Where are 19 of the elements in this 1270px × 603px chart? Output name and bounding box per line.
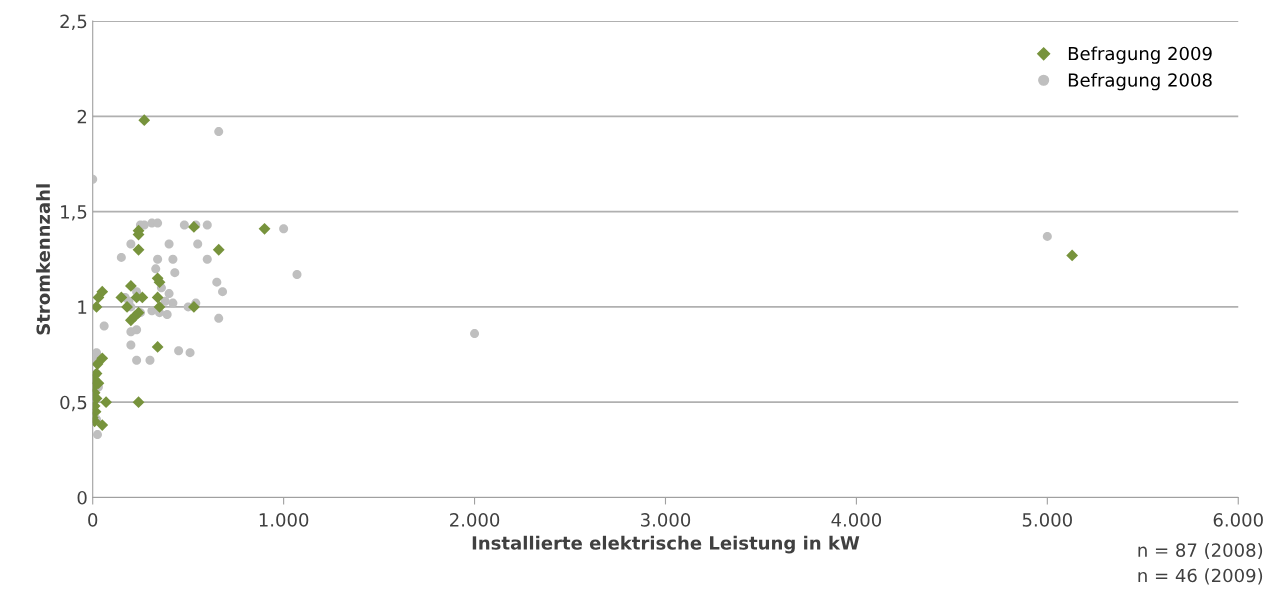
legend-label: Befragung 2009 bbox=[1068, 46, 1212, 64]
y-tick-label: 1,5 bbox=[61, 205, 87, 221]
text: n = 46 (2009) bbox=[1138, 568, 1263, 585]
x-tick-label: 6.000 bbox=[1213, 513, 1263, 527]
y-tick-label: 2 bbox=[77, 109, 87, 124]
y-axis-title: Stromkennzahl bbox=[36, 184, 51, 335]
y-tick-label: 0 bbox=[77, 490, 87, 505]
x-tick-label: 5.000 bbox=[1022, 513, 1072, 527]
legend-label: Befragung 2008 bbox=[1068, 72, 1212, 91]
y-tick-label: 2,5 bbox=[60, 14, 87, 31]
x-tick-label: 4.000 bbox=[831, 513, 882, 527]
x-tick-label: 1.000 bbox=[259, 513, 309, 527]
x-tick-label: 0 bbox=[88, 513, 98, 527]
y-tick-label: 1 bbox=[78, 300, 87, 314]
y-tick-label: 0,5 bbox=[60, 395, 87, 412]
text: n = 87 (2008) bbox=[1138, 543, 1263, 560]
x-tick-label: 3.000 bbox=[641, 513, 691, 527]
x-axis-title: Installierte elektrische Leistung in kW bbox=[472, 535, 860, 554]
x-tick-label: 2.000 bbox=[450, 513, 500, 527]
